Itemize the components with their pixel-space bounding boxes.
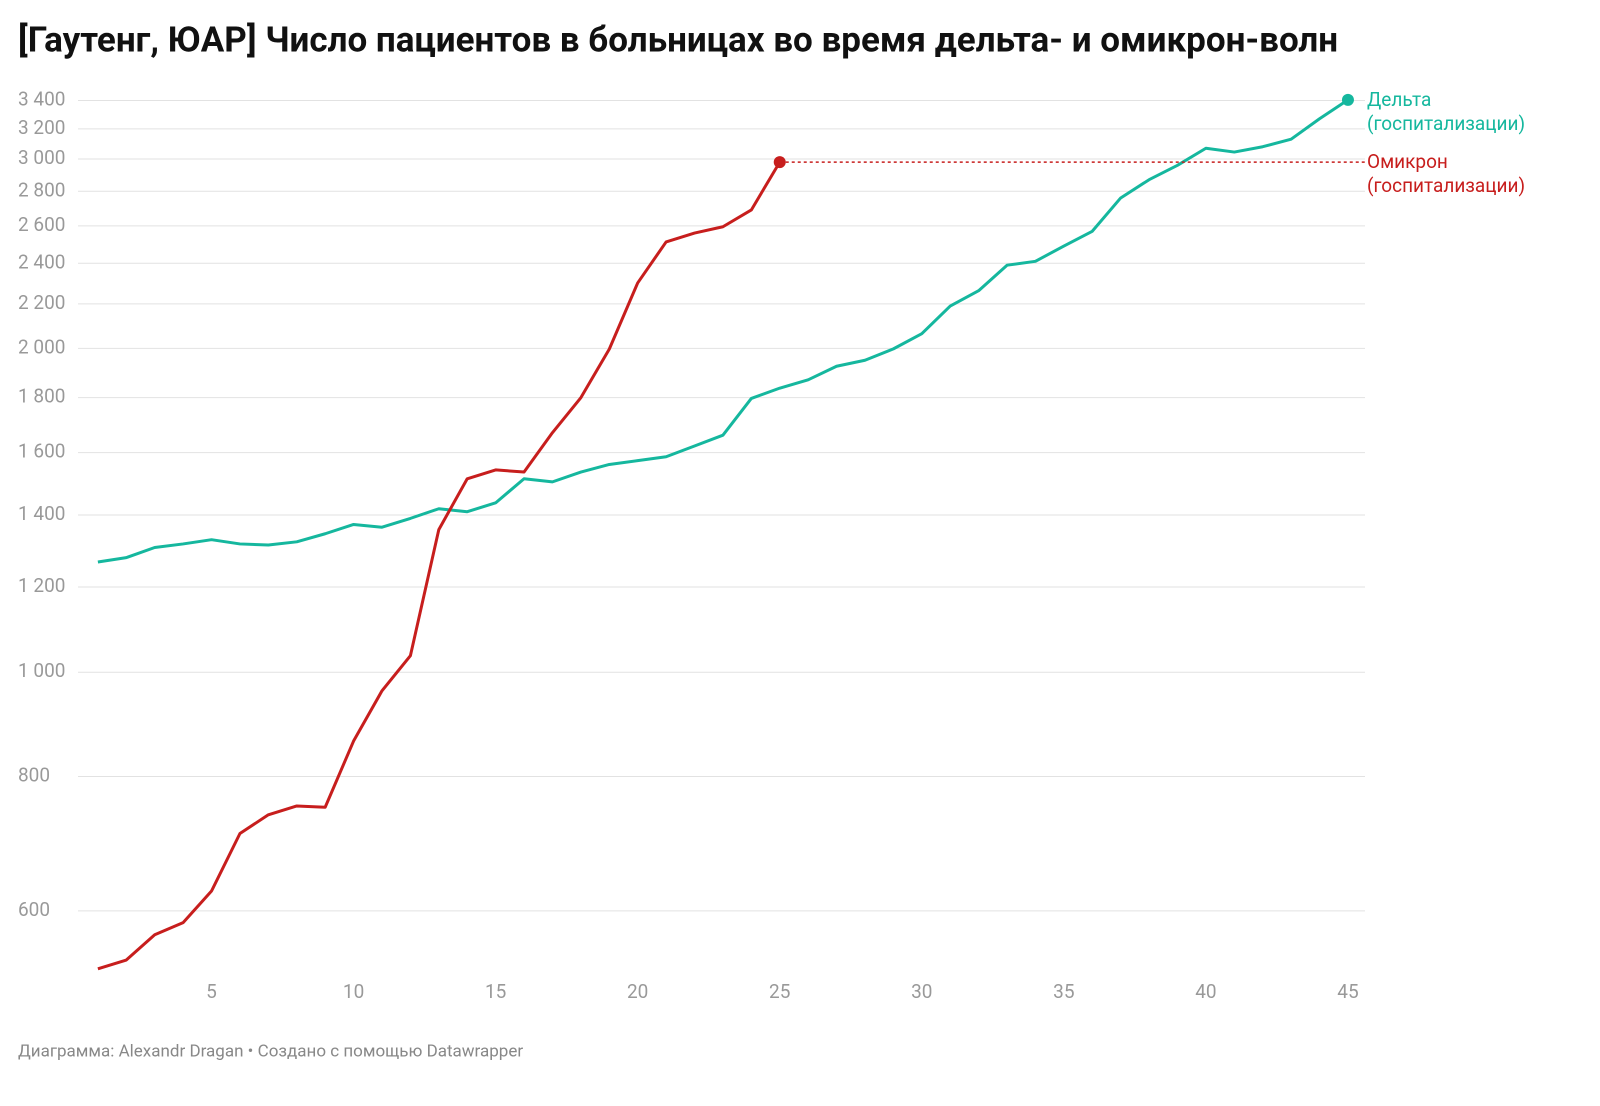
y-tick-label: 800 — [18, 763, 50, 786]
series-label: Дельта (госпитализации) — [1367, 87, 1526, 135]
y-tick-label: 2 000 — [18, 335, 65, 358]
y-tick-label: 1 800 — [18, 385, 65, 408]
x-tick-label: 25 — [769, 980, 790, 1003]
y-tick-label: 1 000 — [18, 659, 65, 682]
y-tick-label: 1 200 — [18, 574, 65, 597]
y-tick-label: 2 600 — [18, 213, 65, 236]
y-tick-label: 3 000 — [18, 146, 65, 169]
series-label: Омикрон (госпитализации) — [1367, 150, 1526, 198]
x-tick-label: 20 — [627, 980, 648, 1003]
x-tick-label: 30 — [911, 980, 932, 1003]
y-tick-label: 2 400 — [18, 250, 65, 273]
y-tick-label: 3 200 — [18, 116, 65, 139]
y-tick-label: 1 600 — [18, 440, 65, 463]
x-tick-label: 45 — [1337, 980, 1358, 1003]
y-tick-label: 1 400 — [18, 502, 65, 525]
x-tick-label: 10 — [343, 980, 364, 1003]
y-tick-label: 2 800 — [18, 178, 65, 201]
end-point — [1341, 93, 1354, 106]
y-tick-label: 2 200 — [18, 291, 65, 314]
x-tick-label: 35 — [1053, 980, 1074, 1003]
chart-title: [Гаутенг, ЮАР] Число пациентов в больниц… — [18, 19, 1338, 60]
y-tick-label: 3 400 — [18, 88, 65, 111]
x-tick-label: 5 — [206, 980, 217, 1003]
footer: Диаграмма: Alexandr Dragan • Создано с п… — [18, 1041, 523, 1061]
y-tick-label: 600 — [18, 898, 50, 921]
x-tick-label: 15 — [485, 980, 506, 1003]
end-point — [773, 156, 786, 169]
series-line — [97, 98, 1349, 564]
x-tick-label: 40 — [1195, 980, 1216, 1003]
series-line — [97, 161, 782, 971]
